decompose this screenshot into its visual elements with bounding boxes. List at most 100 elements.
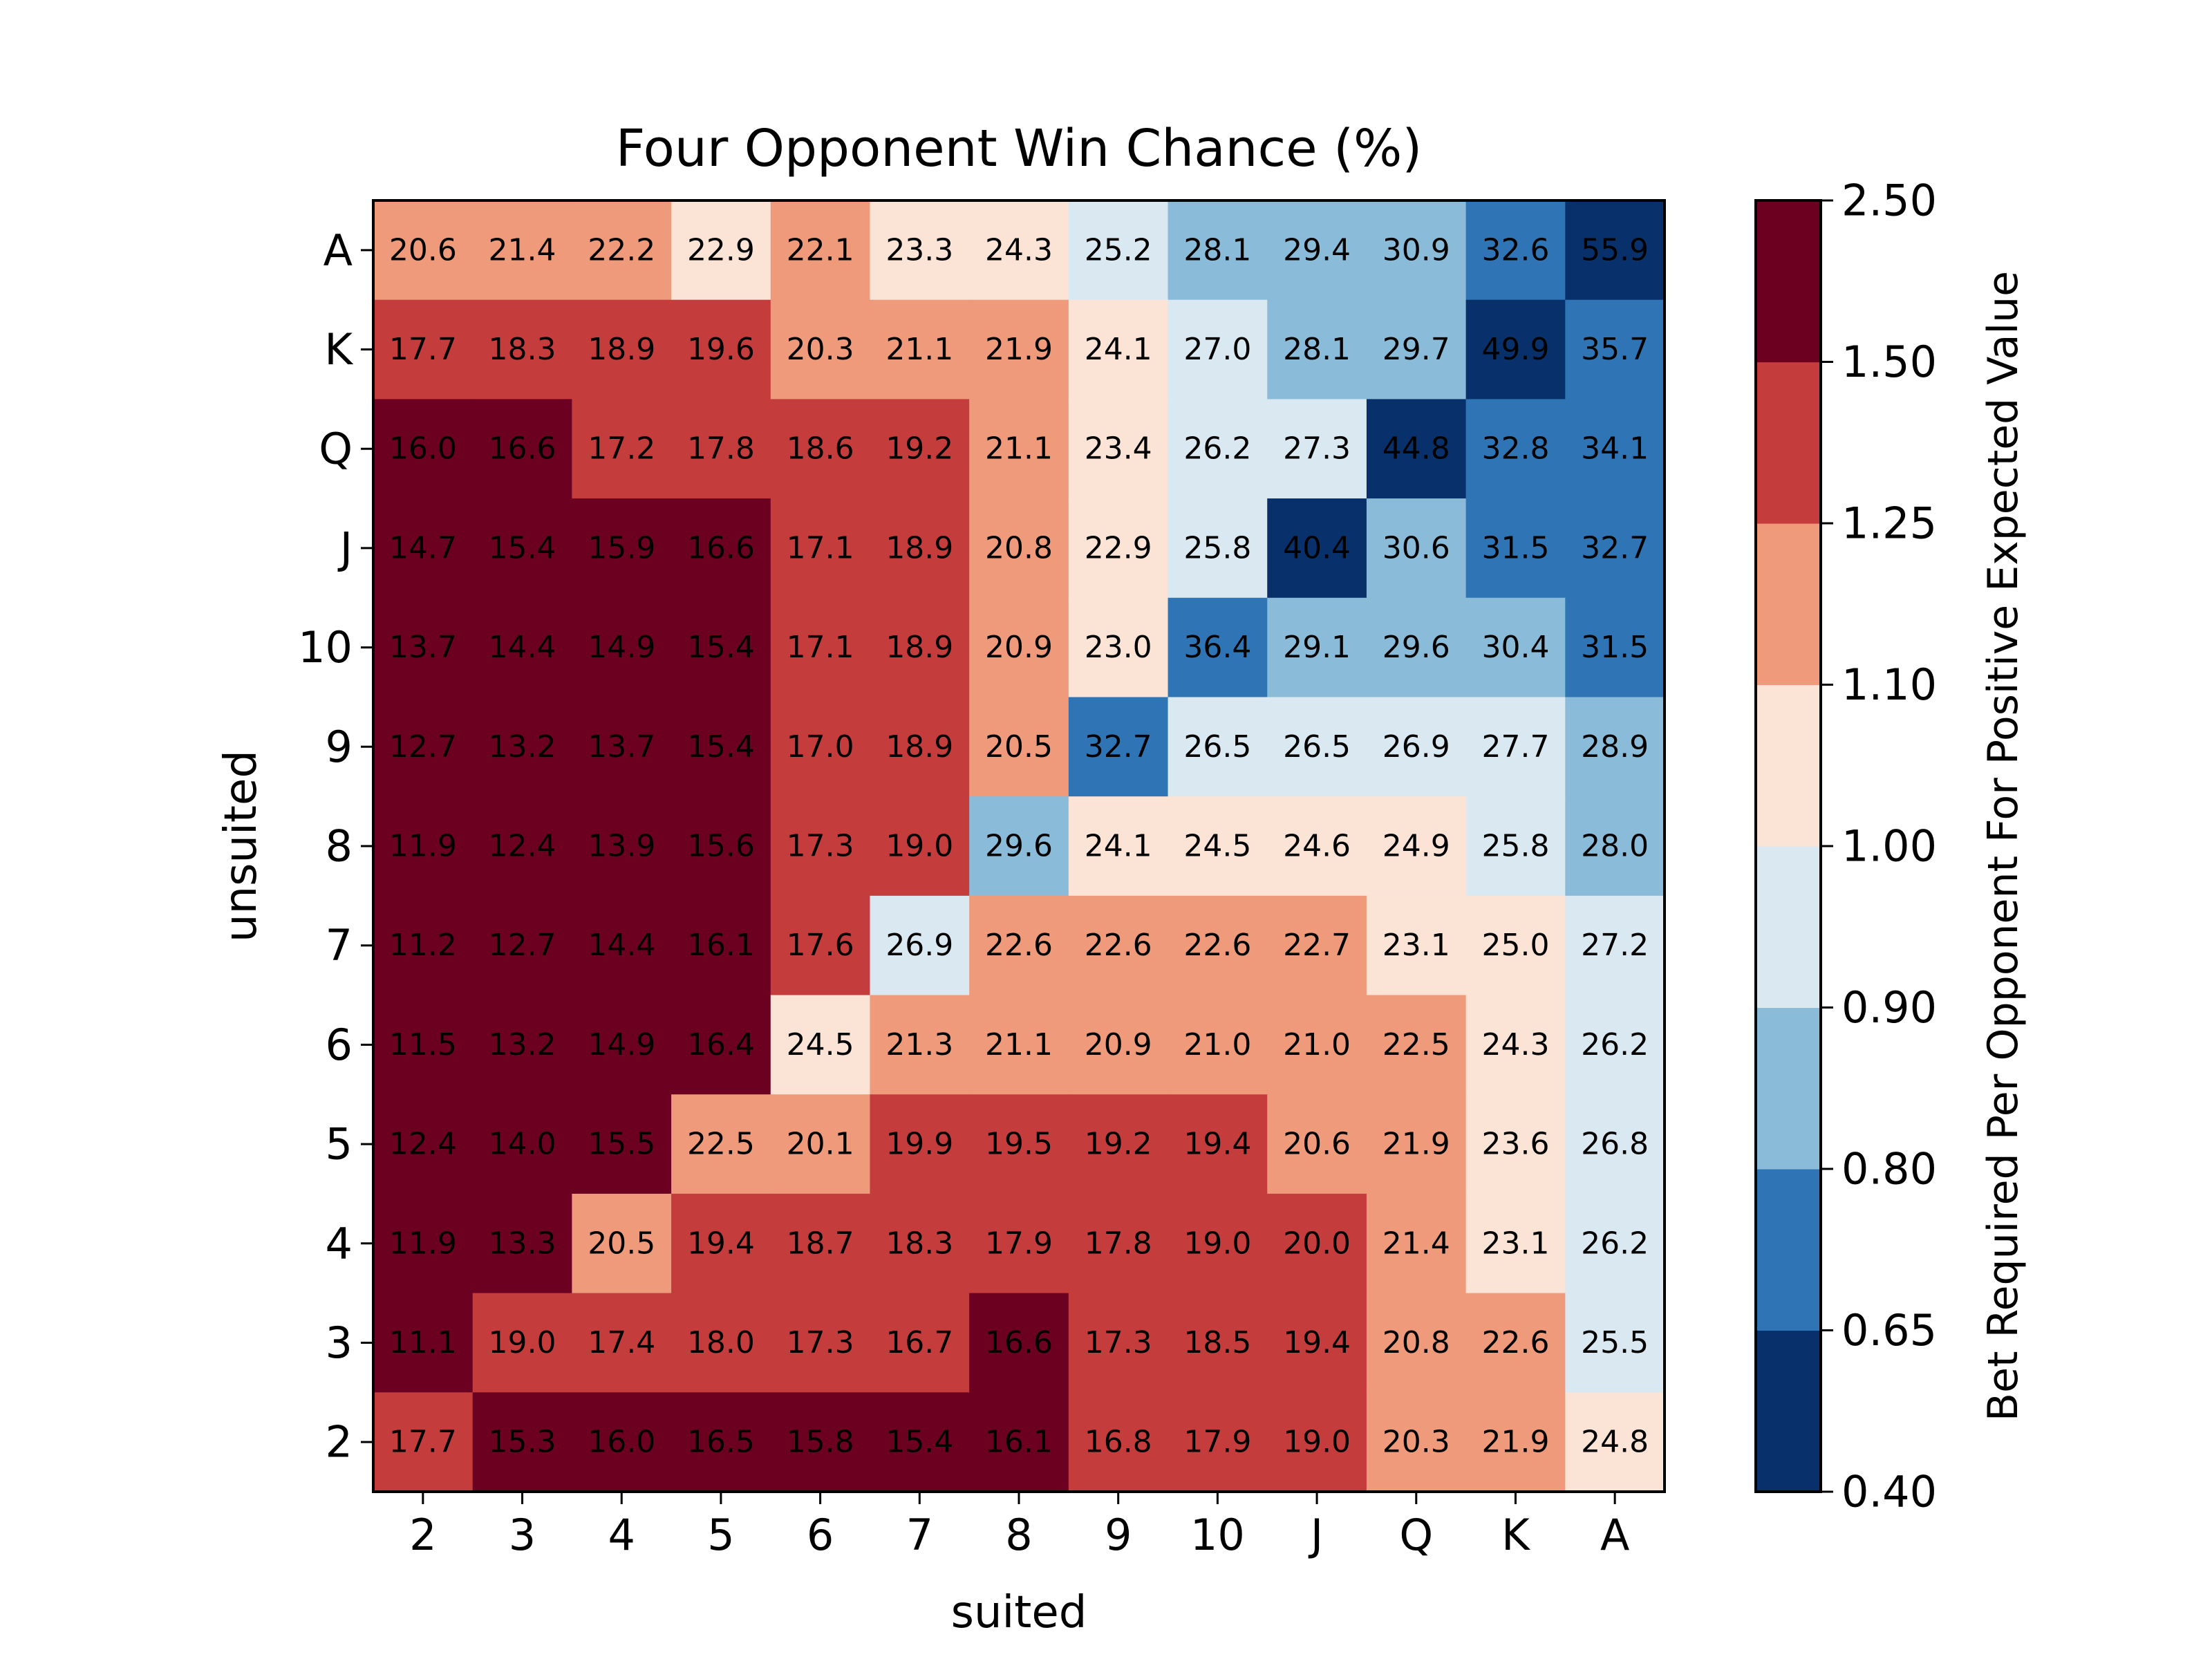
heatmap-cell (671, 895, 771, 996)
heatmap-cell (770, 796, 871, 897)
heatmap-cell (870, 200, 970, 301)
cell-value-label: 12.7 (489, 928, 556, 963)
y-tick-label: 7 (326, 920, 353, 971)
cell-value-label: 17.8 (687, 431, 755, 467)
cell-value-label: 15.8 (787, 1425, 854, 1460)
cell-value-label: 29.4 (1283, 232, 1351, 268)
cell-value-label: 17.0 (787, 729, 854, 765)
cell-value-label: 19.4 (1283, 1325, 1351, 1360)
x-tick-label: 3 (509, 1510, 536, 1560)
cell-value-label: 26.9 (885, 928, 953, 963)
heatmap-cell (770, 299, 871, 400)
heatmap-cell (373, 796, 474, 897)
heatmap-cell (671, 697, 771, 797)
cell-value-label: 19.4 (1183, 1127, 1251, 1162)
cell-value-label: 20.9 (985, 630, 1053, 665)
x-tick-label: 5 (707, 1510, 734, 1560)
cell-value-label: 26.2 (1581, 1226, 1649, 1261)
cell-value-label: 14.4 (489, 630, 556, 665)
cell-value-label: 18.5 (1183, 1325, 1251, 1360)
heatmap-cell (1168, 995, 1268, 1095)
cell-value-label: 29.1 (1283, 630, 1351, 665)
cell-value-label: 35.7 (1581, 332, 1649, 367)
cell-value-label: 13.7 (588, 729, 655, 765)
heatmap-cell (870, 796, 970, 897)
cell-value-label: 24.8 (1581, 1425, 1649, 1460)
heatmap-cell (572, 895, 672, 996)
cell-value-label: 19.0 (885, 829, 953, 864)
cell-value-label: 13.9 (588, 829, 655, 864)
heatmap-cell (1465, 697, 1566, 797)
heatmap-cell (671, 1094, 771, 1194)
cell-value-label: 23.6 (1481, 1127, 1549, 1162)
heatmap-cell (870, 399, 970, 499)
heatmap-cell (1168, 1392, 1268, 1492)
heatmap-cell (1465, 1392, 1566, 1492)
heatmap-cell (373, 399, 474, 499)
cell-value-label: 14.4 (588, 928, 655, 963)
cell-value-label: 15.9 (588, 530, 655, 565)
heatmap-cell (671, 399, 771, 499)
cell-value-label: 24.1 (1085, 332, 1152, 367)
heatmap-cell (870, 697, 970, 797)
heatmap-cell (1267, 697, 1367, 797)
cell-value-label: 22.9 (687, 232, 755, 268)
heatmap-cell (1168, 200, 1268, 301)
cell-value-label: 17.6 (787, 928, 854, 963)
x-tick-label: 10 (1190, 1510, 1245, 1560)
heatmap-cell (1068, 597, 1169, 698)
heatmap-cell (1465, 200, 1566, 301)
heatmap-cell (770, 200, 871, 301)
heatmap-cell (1366, 498, 1467, 599)
heatmap-cell (671, 796, 771, 897)
cell-value-label: 49.9 (1481, 332, 1549, 367)
heatmap-cell (671, 299, 771, 400)
cell-value-label: 19.2 (1085, 1127, 1152, 1162)
heatmap-cell (1068, 299, 1169, 400)
heatmap-cell (1267, 1193, 1367, 1294)
heatmap-cell (870, 1193, 970, 1294)
heatmap-cell (1465, 597, 1566, 698)
heatmap-cell (572, 697, 672, 797)
heatmap-cell (1168, 299, 1268, 400)
heatmap-cell (1366, 399, 1467, 499)
heatmap-cell (472, 1193, 572, 1294)
cell-value-label: 13.3 (489, 1226, 556, 1261)
cell-value-label: 19.5 (985, 1127, 1053, 1162)
cell-value-label: 15.3 (489, 1425, 556, 1460)
cell-value-label: 22.2 (588, 232, 655, 268)
heatmap-cell (1068, 498, 1169, 599)
cell-value-label: 15.4 (687, 729, 755, 765)
cell-value-label: 14.7 (389, 530, 457, 565)
colorbar-segment (1756, 1007, 1821, 1170)
cell-value-label: 19.2 (885, 431, 953, 467)
cell-value-label: 15.6 (687, 829, 755, 864)
colorbar-segment (1756, 1330, 1821, 1492)
heatmap-cell (671, 200, 771, 301)
cell-value-label: 27.2 (1581, 928, 1649, 963)
heatmap-cell (1366, 1193, 1467, 1294)
heatmap-cell (472, 1094, 572, 1194)
colorbar-segment (1756, 684, 1821, 847)
heatmap-cell (1267, 1293, 1367, 1393)
cell-value-label: 13.7 (389, 630, 457, 665)
heatmap-cell (373, 1293, 474, 1393)
cell-value-label: 24.5 (1183, 829, 1251, 864)
heatmap-cell (1565, 1094, 1665, 1194)
heatmap-cell (572, 995, 672, 1095)
heatmap-cell (671, 1193, 771, 1294)
cell-value-label: 20.8 (1382, 1325, 1450, 1360)
cell-value-label: 21.0 (1283, 1027, 1351, 1062)
cell-value-label: 25.2 (1085, 232, 1152, 268)
cell-value-label: 21.4 (1382, 1226, 1450, 1261)
heatmap-cell (770, 697, 871, 797)
x-tick-label: 4 (608, 1510, 635, 1560)
cell-value-label: 17.4 (588, 1325, 655, 1360)
heatmap-cell (1366, 299, 1467, 400)
cell-value-label: 18.9 (885, 530, 953, 565)
cell-value-label: 17.7 (389, 1425, 457, 1460)
cell-value-label: 20.5 (588, 1226, 655, 1261)
heatmap-cell (969, 697, 1069, 797)
cell-value-label: 21.9 (985, 332, 1053, 367)
heatmap-cell (373, 697, 474, 797)
